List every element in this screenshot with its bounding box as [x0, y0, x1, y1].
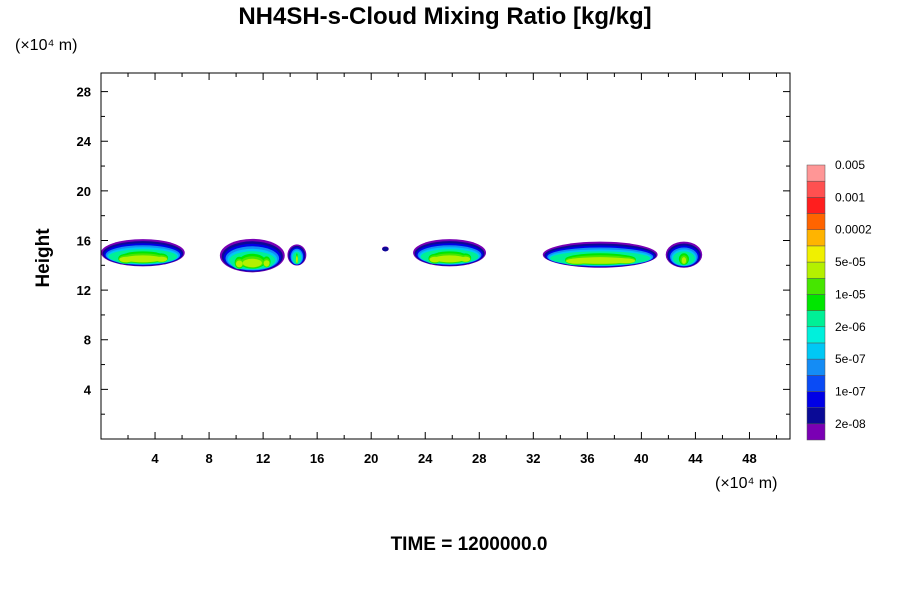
colorbar-swatch — [806, 423, 826, 441]
cloud-contour-layer — [295, 256, 298, 264]
x-tick-label: 16 — [310, 451, 324, 466]
cloud-region — [665, 241, 703, 268]
time-label: TIME = 1200000.0 — [391, 534, 548, 555]
colorbar-label: 2e-08 — [835, 417, 866, 431]
plot-frame — [100, 72, 791, 440]
cloud-region — [413, 239, 487, 267]
x-tick-label: 8 — [205, 451, 212, 466]
x-tick-label: 24 — [418, 451, 433, 466]
x-tick-label: 36 — [580, 451, 594, 466]
colorbar-swatch — [806, 261, 826, 279]
y-tick-label: 24 — [77, 134, 92, 149]
cloud-contour-core — [429, 256, 441, 263]
colorbar-swatch — [806, 310, 826, 328]
cloud-region — [100, 239, 185, 267]
cloud-region — [219, 238, 285, 273]
y-axis: 4 8 12 16 20 24 28 — [77, 85, 790, 415]
colorbar-label: 5e-05 — [835, 255, 866, 269]
colorbar-swatch — [806, 277, 826, 295]
cloud-contour-layer — [123, 255, 163, 263]
x-tick-label: 12 — [256, 451, 270, 466]
colorbar: 2e-08 1e-07 5e-07 2e-06 1e-05 5e-05 0.0002 0.00… — [806, 158, 872, 441]
colorbar-swatch — [806, 342, 826, 360]
cloud-contour-core — [155, 256, 168, 262]
y-tick-label: 28 — [77, 85, 91, 100]
cloud-field — [100, 238, 703, 273]
cloud-region — [382, 246, 389, 252]
colorbar-swatch — [806, 407, 826, 425]
colorbar-swatch — [806, 197, 826, 214]
colorbar-label: 0.005 — [835, 158, 865, 172]
cloud-contour-layer — [681, 257, 687, 264]
colorbar-swatch — [806, 245, 826, 263]
colorbar-label: 1e-07 — [835, 384, 866, 398]
colorbar-swatch — [806, 326, 826, 344]
cloud-contour-core — [615, 258, 636, 264]
cloud-region — [542, 241, 658, 268]
colorbar-label: 5e-07 — [835, 352, 866, 366]
cloud-region — [287, 244, 307, 266]
cloud-contour-core — [119, 256, 133, 263]
colorbar-label: 0.001 — [835, 190, 865, 204]
x-tick-label: 44 — [688, 451, 703, 466]
colorbar-swatch — [806, 213, 826, 230]
x-tick-label: 4 — [151, 451, 159, 466]
colorbar-label: 1e-05 — [835, 287, 866, 301]
cloud-contour-core — [263, 260, 270, 267]
y-axis-title: Height — [33, 228, 54, 288]
x-tick-label: 40 — [634, 451, 648, 466]
chart-title: NH4SH-s-Cloud Mixing Ratio [kg/kg] — [238, 3, 651, 30]
x-tick-label: 48 — [742, 451, 756, 466]
colorbar-swatch — [806, 391, 826, 408]
y-tick-label: 4 — [84, 382, 92, 397]
cloud-contour-layer — [242, 258, 262, 268]
cloud-contour-layer — [434, 255, 466, 263]
colorbar-swatch — [806, 375, 826, 392]
colorbar-label: 0.0002 — [835, 223, 872, 237]
y-tick-label: 20 — [77, 184, 91, 199]
colorbar-swatch — [806, 358, 826, 376]
colorbar-swatch — [806, 180, 826, 198]
cloud-contour-core — [566, 258, 589, 264]
y-unit-label: (×10⁴ m) — [15, 37, 77, 54]
y-tick-label: 16 — [77, 233, 91, 248]
x-unit-label: (×10⁴ m) — [715, 475, 777, 492]
x-tick-label: 28 — [472, 451, 486, 466]
x-tick-label: 32 — [526, 451, 540, 466]
x-tick-label: 20 — [364, 451, 378, 466]
colorbar-label: 2e-06 — [835, 320, 866, 334]
cloud-contour-layer — [382, 246, 389, 252]
colorbar-swatch — [806, 229, 826, 247]
cloud-contour-core — [460, 256, 471, 262]
x-axis: 4 8 12 16 20 24 28 32 36 40 44 48 — [127, 73, 777, 466]
colorbar-swatch — [806, 294, 826, 311]
y-tick-label: 12 — [77, 283, 91, 298]
cloud-contour-core — [235, 260, 243, 268]
y-tick-label: 8 — [84, 333, 91, 348]
colorbar-swatch — [806, 164, 826, 182]
